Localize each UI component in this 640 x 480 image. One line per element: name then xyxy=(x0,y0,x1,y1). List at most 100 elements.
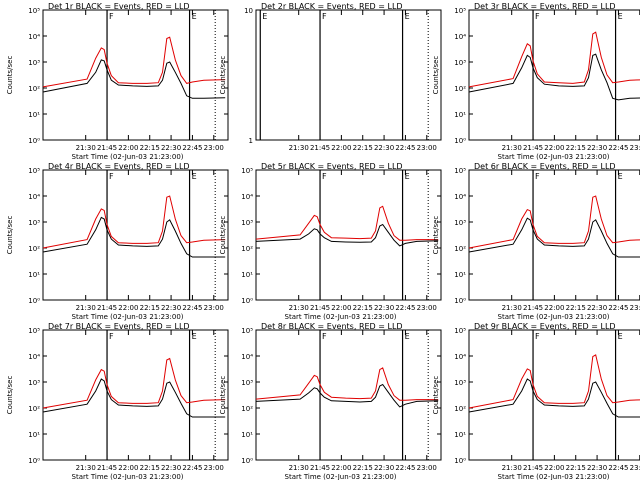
x-tick-label: 22:30 xyxy=(374,464,394,472)
x-tick-label: 22:00 xyxy=(544,304,564,312)
x-tick-label: 21:45 xyxy=(523,464,543,472)
y-tick-label: 10² xyxy=(28,405,40,413)
series-events-line xyxy=(42,216,226,258)
series-lld-line xyxy=(42,357,226,409)
series-events-line xyxy=(468,378,640,418)
series-lld-line xyxy=(468,354,640,409)
x-tick-label: 21:30 xyxy=(502,304,522,312)
panel-title: Det 1r BLACK = Events, RED = LLD xyxy=(48,2,190,11)
plot-frame xyxy=(255,329,442,461)
flag-label: E xyxy=(192,12,197,21)
detector-panel-8: Det 8r BLACK = Events, RED = LLD Counts/s… xyxy=(219,322,442,480)
x-tick-label: 21:30 xyxy=(502,144,522,152)
x-tick-label: 23:00 xyxy=(204,144,224,152)
y-tick-label: 10² xyxy=(241,245,253,253)
plot-frame xyxy=(42,169,229,301)
y-tick-label: 10³ xyxy=(28,59,40,67)
y-axis-label: Counts/sec xyxy=(219,56,227,95)
x-tick-label: 22:00 xyxy=(544,464,564,472)
y-tick-label: 10³ xyxy=(28,219,40,227)
plot-frame xyxy=(255,169,442,301)
flag-label: E xyxy=(192,172,197,181)
y-tick-label: 10¹ xyxy=(241,271,253,279)
series-events-line xyxy=(42,378,226,418)
x-axis-label: Start Time (02-Jun-03 21:23:00) xyxy=(72,153,184,161)
x-tick-label: 22:45 xyxy=(608,464,628,472)
y-tick-label: 10⁵ xyxy=(28,327,40,335)
y-tick-label: 10⁵ xyxy=(28,167,40,175)
plot-frame xyxy=(42,329,229,461)
x-tick-label: 22:15 xyxy=(353,144,373,152)
y-tick-label: 10⁴ xyxy=(28,193,40,201)
x-axis-label: Start Time (02-Jun-03 21:23:00) xyxy=(285,473,397,480)
y-tick-label: 10⁵ xyxy=(241,327,253,335)
x-tick-label: 23:00 xyxy=(204,464,224,472)
flag-label: F xyxy=(535,12,540,21)
y-tick-label: 10⁰ xyxy=(241,297,253,305)
x-tick-label: 21:30 xyxy=(76,304,96,312)
y-axis-label: Counts/sec xyxy=(6,56,14,95)
x-tick-label: 22:15 xyxy=(353,464,373,472)
y-axis-label: Counts/sec xyxy=(6,376,14,415)
flag-label: E xyxy=(618,172,623,181)
flag-label: E xyxy=(618,332,623,341)
x-tick-label: 21:45 xyxy=(523,144,543,152)
x-tick-label: 22:15 xyxy=(566,144,586,152)
x-tick-label: 22:45 xyxy=(395,464,415,472)
flag-label: E xyxy=(618,12,623,21)
x-tick-label: 22:30 xyxy=(161,464,181,472)
y-tick-label: 10¹ xyxy=(241,431,253,439)
flag-label: E xyxy=(262,12,267,21)
x-tick-label: 21:30 xyxy=(289,464,309,472)
flag-label: F xyxy=(109,172,114,181)
y-tick-label: 10⁰ xyxy=(28,297,40,305)
flag-label: E xyxy=(405,172,410,181)
panel-title: Det 3r BLACK = Events, RED = LLD xyxy=(474,2,616,11)
y-tick-label: 10⁵ xyxy=(28,7,40,15)
x-tick-label: 23:00 xyxy=(630,464,640,472)
y-axis-label: Counts/sec xyxy=(432,216,440,255)
series-events-line xyxy=(255,223,439,247)
x-tick-label: 21:45 xyxy=(310,304,330,312)
x-tick-label: 22:00 xyxy=(118,464,138,472)
x-axis-label: Start Time (02-Jun-03 21:23:00) xyxy=(72,313,184,321)
series-lld-line xyxy=(42,36,226,88)
y-tick-label: 10¹ xyxy=(28,431,40,439)
detector-panel-6: Det 6r BLACK = Events, RED = LLD Counts/s… xyxy=(432,162,640,321)
y-tick-label: 10¹ xyxy=(454,271,466,279)
x-tick-label: 23:00 xyxy=(204,304,224,312)
y-tick-label: 10⁰ xyxy=(28,137,40,145)
x-tick-label: 22:30 xyxy=(587,304,607,312)
y-tick-label: 10² xyxy=(454,245,466,253)
x-tick-label: 22:30 xyxy=(587,144,607,152)
plot-frame xyxy=(42,9,229,141)
y-tick-label: 10⁴ xyxy=(28,33,40,41)
panel-title: Det 4r BLACK = Events, RED = LLD xyxy=(48,162,190,171)
y-tick-label: 10² xyxy=(28,85,40,93)
y-tick-label: 10² xyxy=(241,405,253,413)
flag-label: F xyxy=(322,12,327,21)
detector-panel-2: Det 2r BLACK = Events, RED = LLD Counts/s… xyxy=(219,2,442,152)
x-tick-label: 22:30 xyxy=(374,304,394,312)
y-tick-label: 10⁵ xyxy=(454,7,466,15)
detector-panel-7: Det 7r BLACK = Events, RED = LLD Counts/s… xyxy=(6,322,229,480)
x-tick-label: 23:00 xyxy=(417,464,437,472)
x-tick-label: 21:30 xyxy=(76,144,96,152)
flag-label: F xyxy=(109,12,114,21)
detector-panel-4: Det 4r BLACK = Events, RED = LLD Counts/s… xyxy=(6,162,229,321)
panel-title: Det 7r BLACK = Events, RED = LLD xyxy=(48,322,190,331)
y-tick-label: 10³ xyxy=(454,59,466,67)
y-tick-label: 10³ xyxy=(454,219,466,227)
y-tick-label: 10¹ xyxy=(454,111,466,119)
x-tick-label: 23:00 xyxy=(417,304,437,312)
x-tick-label: 22:45 xyxy=(182,144,202,152)
x-tick-label: 21:45 xyxy=(97,304,117,312)
x-tick-label: 21:30 xyxy=(502,464,522,472)
flag-label: F xyxy=(535,332,540,341)
y-tick-label: 10⁴ xyxy=(454,33,466,41)
x-tick-label: 21:30 xyxy=(76,464,96,472)
y-tick-label: 10⁵ xyxy=(454,167,466,175)
panel-title: Det 8r BLACK = Events, RED = LLD xyxy=(261,322,403,331)
flag-label: F xyxy=(322,172,327,181)
y-tick-label: 10⁴ xyxy=(241,193,253,201)
